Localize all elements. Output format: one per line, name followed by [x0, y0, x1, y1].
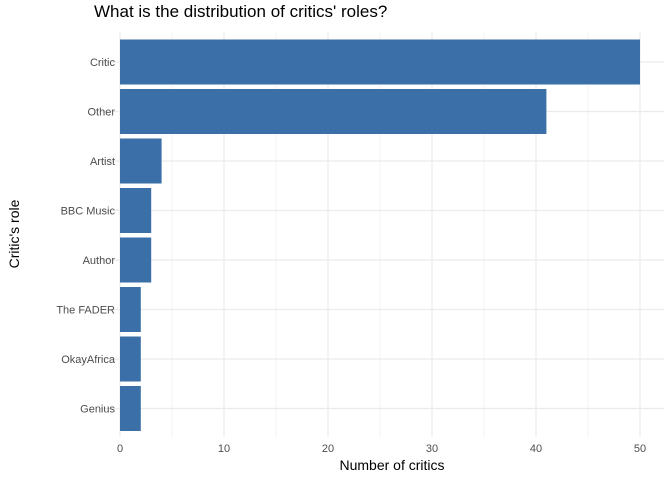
y-tick-label: The FADER: [56, 305, 115, 317]
y-tick-label: Critic: [90, 57, 116, 69]
bar: [120, 89, 547, 134]
x-axis-title: Number of critics: [339, 457, 444, 473]
bar: [120, 188, 152, 233]
y-tick-label: Other: [87, 107, 115, 119]
x-tick-label: 50: [634, 443, 646, 455]
y-tick-label: Author: [83, 255, 116, 267]
x-tick-label: 20: [322, 443, 334, 455]
y-tick-label: Genius: [80, 404, 115, 416]
bar: [120, 386, 141, 431]
x-tick-label: 0: [117, 443, 123, 455]
y-tick-label: Artist: [90, 156, 115, 168]
y-tick-label: OkayAfrica: [61, 354, 116, 366]
y-axis-title: Critic's role: [6, 199, 22, 268]
chart-title: What is the distribution of critics' rol…: [94, 2, 388, 21]
x-tick-label: 10: [218, 443, 230, 455]
bar: [120, 138, 162, 184]
bar: [120, 287, 141, 332]
bar: [120, 39, 640, 85]
x-tick-label: 40: [530, 443, 542, 455]
y-tick-labels: Critic Other Artist BBC Music Author The FADE…: [56, 57, 116, 416]
bars: [120, 39, 640, 431]
x-tick-labels: 0 10 20 30 40 50: [117, 443, 646, 455]
y-tick-label: BBC Music: [61, 206, 116, 218]
bar: [120, 237, 152, 283]
x-tick-label: 30: [426, 443, 438, 455]
bar: [120, 336, 141, 382]
